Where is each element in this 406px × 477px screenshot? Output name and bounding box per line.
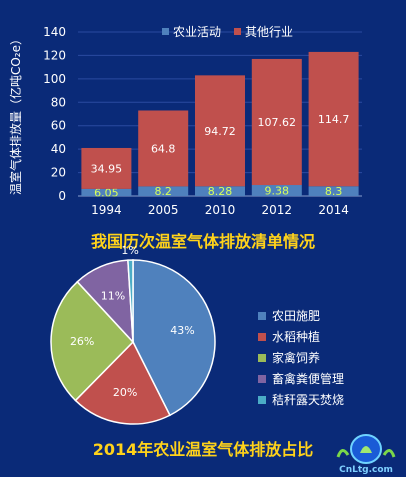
pie-legend-label: 畜禽粪便管理 [272,371,344,386]
x-tick-label: 2012 [262,203,293,217]
pie-legend-swatch [258,375,266,383]
x-tick-label: 2010 [205,203,236,217]
x-tick-label: 1994 [91,203,122,217]
bar-data-label: 34.95 [91,162,123,175]
y-tick-label: 0 [58,189,66,203]
pie-legend-label: 家禽饲养 [272,350,320,365]
bar-agriculture [138,186,189,196]
pie-slice-label: 26% [70,335,94,348]
bar-data-label: 8.28 [208,185,233,198]
y-tick-label: 20 [51,166,66,180]
bar-other-industries [195,75,245,187]
y-tick-label: 40 [51,142,66,156]
bar-other-industries [251,58,302,186]
y-tick-label: 80 [51,95,66,109]
site-logo: CnLtg.com [336,434,396,475]
pie-slice [74,340,171,425]
pie-slice-label: 20% [113,386,137,399]
legend-label-other: 其他行业 [245,25,293,39]
legend-swatch-agriculture [162,28,169,35]
bar-x-axis: 1994 2005 2010 2012 2014 [91,203,349,217]
pie-chart-title: 2014年农业温室气体排放占比 [92,440,314,459]
bar-data-label: 114.7 [318,113,350,126]
bar-agriculture [195,186,245,196]
bar-marks: 6.05 34.95 8.2 64.8 8.28 94.72 9.38 107.62 8.3 11… [81,51,359,199]
bar-y-axis-label: 温室气体排放量（亿吨CO₂e） [8,33,23,195]
pie-legend-label: 农田施肥 [272,309,320,323]
x-tick-label: 2005 [148,203,179,217]
bar-data-label: 107.62 [258,116,297,129]
pie-slice [127,259,134,343]
pie-slice-label: 1% [121,245,138,257]
pie-slice-label: 11% [101,289,125,302]
y-tick-label: 100 [43,72,66,86]
bar-legend: 农业活动 其他行业 [162,25,293,39]
bar-other-industries [81,147,132,189]
y-tick-label: 60 [51,119,66,133]
pie-slices [50,259,216,425]
pie-slice [50,280,135,402]
bar-data-label: 94.72 [204,125,236,138]
bar-agriculture [308,186,359,196]
pie-legend-swatch [258,354,266,362]
legend-label-agriculture: 农业活动 [173,25,221,39]
pie-legend-label: 秸秆露天焚烧 [272,393,344,407]
bar-data-label: 8.3 [325,185,343,198]
bar-data-label: 64.8 [151,142,176,155]
pie-slice [132,259,216,417]
y-tick-label: 140 [43,25,66,39]
bar-data-label: 9.38 [265,185,290,198]
bar-data-label: 8.2 [154,185,172,198]
pie-labels: 43% 20% 26% 11% 1% [70,245,195,399]
bar-other-industries [308,51,359,187]
bar-other-industries [138,110,189,187]
pie-legend-label: 水稻种植 [272,329,320,344]
bar-agriculture [251,185,302,196]
pie-legend-swatch [258,312,266,320]
x-tick-label: 2014 [318,203,349,217]
y-tick-label: 120 [43,48,66,62]
bar-chart-title: 我国历次温室气体排放清单情况 [90,232,315,251]
legend-swatch-other [234,28,241,35]
bar-data-label: 6.05 [94,186,119,199]
stacked-bar-chart: 0 20 40 60 80 100 120 140 温室气体排放量（亿吨CO₂e） 6.05 3… [8,25,362,217]
bar-agriculture [81,188,132,196]
pie-legend-swatch [258,396,266,404]
pie-slice-label: 43% [170,324,194,337]
pie-legend-swatch [258,333,266,341]
svg-text:CnLtg.com: CnLtg.com [339,465,393,475]
